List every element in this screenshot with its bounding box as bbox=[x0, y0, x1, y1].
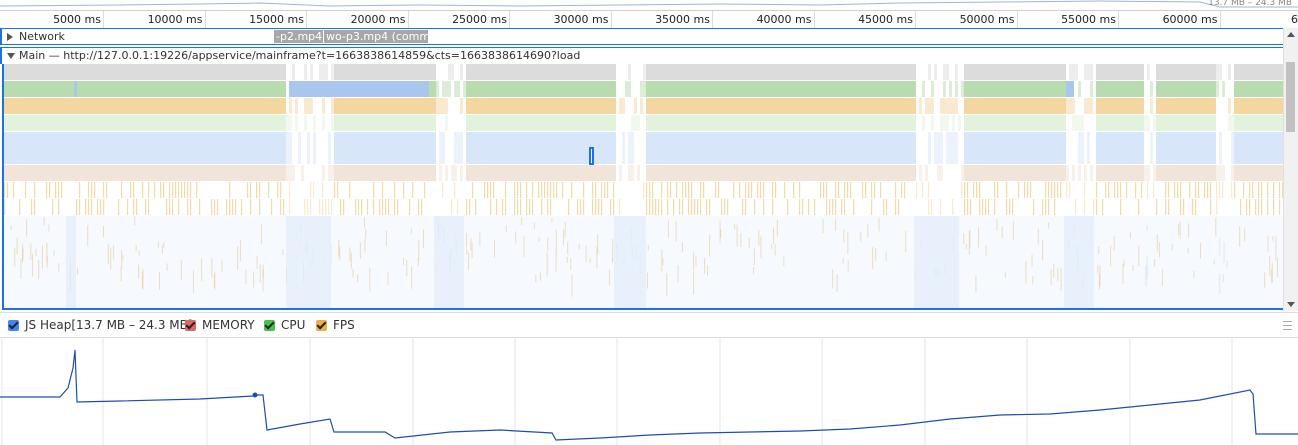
ruler-gridline bbox=[814, 11, 815, 28]
js-heap-counter-graph[interactable] bbox=[0, 338, 1298, 445]
overview-heap-range-label: 13.7 MB – 24.3 MB bbox=[1208, 0, 1292, 8]
selection-marker[interactable] bbox=[589, 147, 594, 165]
network-request-pill[interactable]: -p2.mp4 bbox=[274, 30, 323, 43]
ruler-gridline bbox=[306, 11, 307, 28]
ruler-tick-label: 35000 ms bbox=[640, 13, 710, 26]
ruler-tick-label: 40000 ms bbox=[742, 13, 812, 26]
fps-toggle[interactable]: FPS bbox=[316, 318, 355, 332]
network-track-header[interactable]: Network -p2.mp4 wo-p3.mp4 (comm... bbox=[0, 28, 1284, 45]
ruler-gridline bbox=[915, 11, 916, 28]
scroll-up-icon[interactable] bbox=[1287, 32, 1295, 37]
ruler-tick-label: 60000 ms bbox=[1148, 13, 1218, 26]
checkbox-icon[interactable] bbox=[316, 320, 327, 331]
checkbox-icon[interactable] bbox=[185, 320, 196, 331]
ruler-tick-label: 30000 ms bbox=[539, 13, 609, 26]
js-heap-toggle[interactable]: JS Heap[13.7 MB – 24.3 MB] bbox=[8, 318, 193, 332]
main-track-header[interactable]: Main — http://127.0.0.1:19226/appservice… bbox=[0, 47, 1284, 64]
memory-toggle[interactable]: MEMORY bbox=[185, 318, 255, 332]
fps-label: FPS bbox=[333, 318, 355, 332]
main-track-label: Main — http://127.0.0.1:19226/appservice… bbox=[19, 49, 580, 62]
js-heap-label: JS Heap[13.7 MB – 24.3 MB] bbox=[25, 318, 193, 332]
ruler-gridline bbox=[1118, 11, 1119, 28]
ruler-gridline bbox=[205, 11, 206, 28]
cpu-label: CPU bbox=[281, 318, 305, 332]
ruler-tick-label: 6500 bbox=[1249, 13, 1298, 26]
ruler-tick-label: 15000 ms bbox=[234, 13, 304, 26]
checkbox-icon[interactable] bbox=[8, 320, 19, 331]
ruler-tick-label: 5000 ms bbox=[31, 13, 101, 26]
heap-marker-dot bbox=[253, 393, 258, 398]
scroll-down-icon[interactable] bbox=[1287, 302, 1295, 307]
cpu-toggle[interactable]: CPU bbox=[264, 318, 305, 332]
ruler-gridline bbox=[408, 11, 409, 28]
network-track-label: Network bbox=[19, 30, 65, 43]
collapse-arrow-icon[interactable] bbox=[7, 53, 15, 59]
checkbox-icon[interactable] bbox=[264, 320, 275, 331]
ruler-gridline bbox=[1220, 11, 1221, 28]
ruler-tick-label: 25000 ms bbox=[437, 13, 507, 26]
vertical-scrollbar[interactable] bbox=[1283, 28, 1298, 311]
ruler-tick-label: 45000 ms bbox=[843, 13, 913, 26]
expand-arrow-icon[interactable] bbox=[7, 33, 13, 41]
ruler-gridline bbox=[103, 11, 104, 28]
ruler-gridline bbox=[712, 11, 713, 28]
scrollbar-thumb[interactable] bbox=[1286, 62, 1295, 132]
ruler-gridline bbox=[1017, 11, 1018, 28]
memory-label: MEMORY bbox=[202, 318, 255, 332]
counter-legend: JS Heap[13.7 MB – 24.3 MB] MEMORY CPU FP… bbox=[0, 312, 1298, 338]
time-ruler[interactable]: 5000 ms 10000 ms 15000 ms 20000 ms 25000 ms 3… bbox=[0, 11, 1298, 29]
timeline-overview[interactable]: 13.7 MB – 24.3 MB bbox=[0, 0, 1298, 11]
ruler-gridline bbox=[509, 11, 510, 28]
ruler-tick-label: 20000 ms bbox=[336, 13, 406, 26]
ruler-tick-label: 10000 ms bbox=[133, 13, 203, 26]
flame-chart-canvas[interactable] bbox=[4, 64, 1284, 310]
main-thread-flame-chart[interactable] bbox=[2, 64, 1284, 310]
counter-menu-icon[interactable] bbox=[1283, 321, 1292, 330]
ruler-gridline bbox=[611, 11, 612, 28]
heap-graph-canvas[interactable] bbox=[0, 338, 1298, 445]
overview-heap-sparkline bbox=[0, 0, 1298, 10]
network-request-pill[interactable]: wo-p3.mp4 (comm... bbox=[324, 30, 428, 43]
ruler-tick-label: 50000 ms bbox=[945, 13, 1015, 26]
ruler-tick-label: 55000 ms bbox=[1046, 13, 1116, 26]
